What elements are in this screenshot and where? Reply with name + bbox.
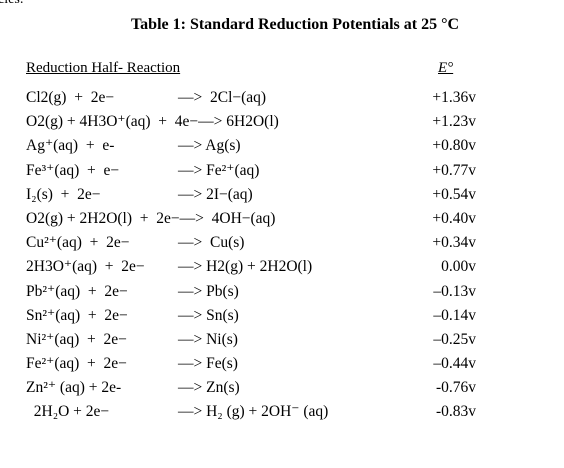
reactants: Cl2(g) + 2e−: [26, 89, 115, 106]
table-row: Ni²⁺(aq) + 2e− —> Ni(s) –0.25v: [26, 328, 476, 352]
table-row: Pb²⁺(aq) + 2e− —> Pb(s) –0.13v: [26, 280, 476, 304]
potential: –0.13v: [433, 282, 476, 300]
potential: +1.23v: [432, 113, 476, 131]
table-row: 2H₂O + 2e− —> H₂ (g) + 2OH⁻ (aq) -0.83v: [26, 400, 476, 424]
products: —> Fe²⁺(aq): [178, 161, 260, 179]
table-row: O2(g) + 4H3O⁺(aq) + 4e−—> 6H2O(l) +1.23v: [26, 110, 476, 134]
potential: -0.76v: [435, 379, 476, 397]
products: —> 6H2O(l): [198, 113, 279, 131]
table-row: Zn²⁺ (aq) + 2e- —> Zn(s) -0.76v: [26, 376, 476, 400]
fragment-text: cies:: [0, 0, 24, 8]
table-row: Cl2(g) + 2e− —> 2Cl−(aq) +1.36v: [26, 86, 476, 110]
products: —> Zn(s): [178, 379, 240, 397]
table-body: Cl2(g) + 2e− —> 2Cl−(aq) +1.36v O2(g) + 4H3…: [26, 86, 476, 425]
products: —> Ag(s): [178, 137, 241, 155]
potential: +0.80v: [432, 137, 476, 155]
products: —> Fe(s): [178, 355, 238, 373]
reactants: O2(g) + 4H3O⁺(aq) + 4e−: [26, 113, 199, 131]
table-row: Fe³⁺(aq) + e− —> Fe²⁺(aq) +0.77v: [26, 159, 476, 183]
table-row: Sn²⁺(aq) + 2e− —> Sn(s) –0.14v: [26, 304, 476, 328]
potential: +0.34v: [432, 234, 476, 252]
table-row: Cu²⁺(aq) + 2e− —> Cu(s) +0.34v: [26, 231, 476, 255]
products: —> H₂ (g) + 2OH⁻ (aq): [178, 403, 329, 421]
reactants: Fe³⁺(aq) + e−: [26, 161, 120, 179]
potential: -0.83v: [435, 403, 476, 421]
products: —> Ni(s): [178, 330, 238, 348]
potential: +0.40v: [432, 209, 476, 227]
reactants: Fe²⁺(aq) + 2e−: [26, 355, 127, 373]
table-row: Fe²⁺(aq) + 2e− —> Fe(s) –0.44v: [26, 352, 476, 376]
reactants: Sn²⁺(aq) + 2e−: [26, 306, 128, 324]
products: —> Pb(s): [178, 282, 239, 300]
reactants: Pb²⁺(aq) + 2e−: [26, 282, 128, 300]
potential: +0.77v: [432, 161, 476, 179]
products: —> H2(g) + 2H2O(l): [178, 258, 313, 276]
reactants: O2(g) + 2H2O(l) + 2e−: [26, 209, 180, 227]
table-row: Ag⁺(aq) + e- —> Ag(s) +0.80v: [26, 134, 476, 158]
table-row: O2(g) + 2H2O(l) + 2e−—> 4OH−(aq) +0.40v: [26, 207, 476, 231]
products: —> 2I−(aq): [178, 185, 253, 203]
table-row: I₂(s) + 2e− —> 2I−(aq) +0.54v: [26, 183, 476, 207]
potential: 0.00v: [441, 258, 476, 276]
reactants: I₂(s) + 2e−: [26, 185, 101, 203]
reactants: Ag⁺(aq) + e-: [26, 137, 115, 155]
products: —> 4OH−(aq): [179, 209, 276, 227]
column-header: E°: [438, 60, 454, 76]
reactants: 2H₂O + 2e−: [26, 403, 110, 421]
table-row: 2H3O⁺(aq) + 2e− —> H2(g) + 2H2O(l) 0.00v: [26, 255, 476, 279]
potential: –0.44v: [433, 355, 476, 373]
reactants: Zn²⁺ (aq) + 2e-: [26, 379, 122, 397]
products: —> Sn(s): [178, 306, 239, 324]
reactants: Cu²⁺(aq) + 2e−: [26, 234, 130, 252]
column-header: Reduction Half- Reaction: [26, 60, 181, 76]
potential: –0.14v: [433, 306, 476, 324]
potential: –0.25v: [433, 330, 476, 348]
products: —> Cu(s): [178, 234, 245, 252]
reactants: 2H3O⁺(aq) + 2e−: [26, 258, 145, 276]
reactants: Ni²⁺(aq) + 2e−: [26, 330, 127, 348]
potential: +0.54v: [432, 185, 476, 203]
table-title: Table 1: Standard Reduction Potentials a…: [130, 16, 460, 33]
products: —> 2Cl−(aq): [178, 89, 267, 106]
potential: +1.36v: [432, 89, 476, 106]
